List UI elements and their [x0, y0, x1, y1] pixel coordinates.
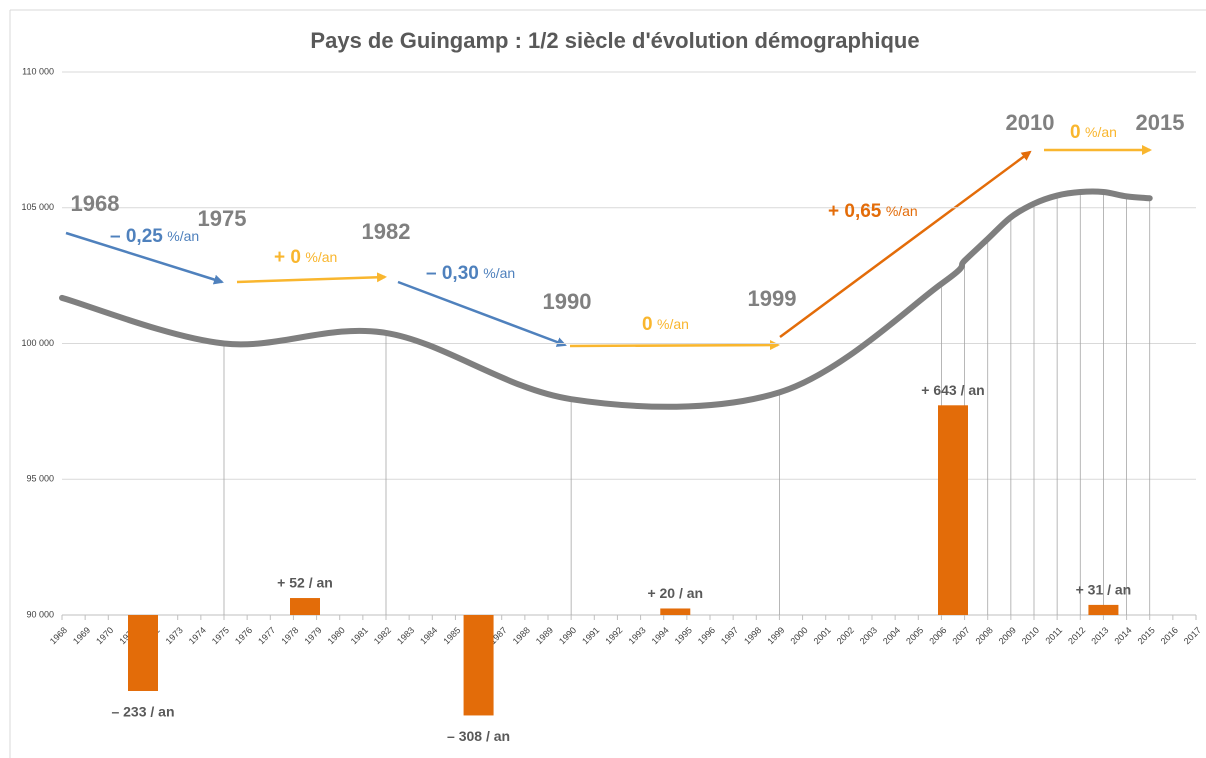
- bar-label: – 233 / an: [111, 704, 174, 720]
- x-tick-label: 2013: [1089, 625, 1110, 646]
- population-line: [59, 188, 1153, 410]
- x-tick-label: 1980: [326, 625, 347, 646]
- rate-value: + 0,65: [828, 201, 882, 222]
- period-label: 2010: [1006, 110, 1055, 135]
- rate-value: – 0,30: [426, 263, 479, 284]
- x-tick-label: 1984: [418, 625, 439, 646]
- bar-label: + 52 / an: [277, 575, 333, 591]
- y-tick-label: 100 000: [21, 338, 54, 348]
- period-label: 2015: [1136, 110, 1185, 135]
- arrow: [779, 150, 1032, 339]
- rate-unit: %/an: [305, 249, 337, 265]
- rate-unit: %/an: [886, 203, 918, 219]
- x-tick-label: 2010: [1020, 625, 1041, 646]
- rate-label: + 0,65 %/an: [828, 201, 918, 222]
- x-tick-label: 1993: [626, 625, 647, 646]
- x-tick-label: 1968: [48, 625, 69, 646]
- x-tick-label: 2014: [1112, 625, 1133, 646]
- rate-label: – 0,30 %/an: [426, 263, 515, 284]
- rate-label: – 0,25 %/an: [110, 226, 199, 247]
- x-tick-label: 2007: [950, 625, 971, 646]
- x-tick-label: 1989: [534, 625, 555, 646]
- x-tick-label: 2006: [927, 625, 948, 646]
- bar: [1088, 604, 1119, 615]
- x-tick-label: 2003: [858, 625, 879, 646]
- bar: [290, 598, 320, 615]
- x-tick-label: 2002: [835, 625, 856, 646]
- bar: [463, 615, 494, 716]
- period-label: 1975: [198, 206, 247, 231]
- x-tick-label: 2000: [788, 625, 809, 646]
- x-tick-label: 2012: [1066, 625, 1087, 646]
- x-tick-label: 2009: [997, 625, 1018, 646]
- x-tick-label: 2008: [974, 625, 995, 646]
- x-tick-label: 1983: [395, 625, 416, 646]
- x-tick-label: 2011: [1043, 625, 1064, 646]
- rate-value: – 0,25: [110, 226, 163, 247]
- x-tick-label: 1988: [511, 625, 532, 646]
- x-tick-label: 1990: [557, 625, 578, 646]
- bar-label: + 31 / an: [1076, 582, 1132, 598]
- arrow: [65, 231, 224, 285]
- arrows: [65, 145, 1152, 351]
- rate-value: + 0: [274, 247, 301, 268]
- rate-label: + 0 %/an: [274, 247, 337, 268]
- x-tick-label: 1985: [441, 625, 462, 646]
- y-tick-label: 105 000: [21, 202, 54, 212]
- rate-label: 0 %/an: [1070, 122, 1117, 143]
- rate-unit: %/an: [167, 228, 199, 244]
- bar-label: + 20 / an: [647, 585, 703, 601]
- x-tick-label: 2004: [881, 625, 902, 646]
- bar: [128, 615, 158, 691]
- x-tick-label: 1977: [256, 625, 277, 646]
- x-tick-label: 1975: [210, 625, 231, 646]
- period-label: 1999: [748, 286, 797, 311]
- y-tick-label: 95 000: [26, 474, 54, 484]
- rate-unit: %/an: [1085, 124, 1117, 140]
- chart-title: Pays de Guingamp : 1/2 siècle d'évolutio…: [310, 28, 919, 53]
- rate-value: 0: [1070, 122, 1081, 143]
- x-tick-label: 2005: [904, 625, 925, 646]
- bar: [660, 608, 691, 615]
- x-tick-label: 1976: [233, 625, 254, 646]
- bar-label: + 643 / an: [921, 382, 984, 398]
- x-tick-label: 2016: [1159, 625, 1180, 646]
- x-tick-label: 1991: [580, 625, 601, 646]
- x-tick-label: 1994: [650, 625, 671, 646]
- rate-unit: %/an: [483, 265, 515, 281]
- x-tick-label: 1981: [349, 625, 370, 646]
- bar-label: – 308 / an: [447, 728, 510, 744]
- rate-label: 0 %/an: [642, 314, 689, 335]
- arrow: [236, 272, 387, 284]
- arrow: [397, 280, 567, 347]
- x-tick-label: 1969: [71, 625, 92, 646]
- x-tick-label: 1982: [372, 625, 393, 646]
- x-tick-label: 1996: [696, 625, 717, 646]
- x-tick-label: 1992: [603, 625, 624, 646]
- bar: [938, 405, 968, 615]
- x-tick-label: 1970: [94, 625, 115, 646]
- x-tick-label: 1997: [719, 625, 740, 646]
- period-label: 1990: [543, 289, 592, 314]
- rate-unit: %/an: [657, 316, 689, 332]
- x-tick-label: 1978: [279, 625, 300, 646]
- x-tick-label: 2001: [812, 625, 833, 646]
- rate-value: 0: [642, 314, 653, 335]
- period-label: 1968: [71, 191, 120, 216]
- x-tick-label: 1979: [302, 625, 323, 646]
- x-tick-label: 2015: [1136, 625, 1157, 646]
- arrow: [569, 340, 780, 351]
- period-label: 1982: [362, 219, 411, 244]
- y-tick-label: 110 000: [22, 66, 54, 76]
- x-tick-label: 1973: [164, 625, 185, 646]
- x-tick-label: 1998: [742, 625, 763, 646]
- y-tick-label: 90 000: [26, 609, 54, 619]
- x-tick-label: 1999: [765, 625, 786, 646]
- x-tick-label: 2017: [1182, 625, 1203, 646]
- x-tick-label: 1995: [673, 625, 694, 646]
- x-tick-label: 1974: [187, 625, 208, 646]
